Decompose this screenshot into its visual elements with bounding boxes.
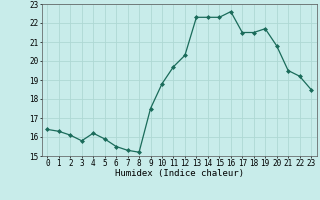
X-axis label: Humidex (Indice chaleur): Humidex (Indice chaleur) — [115, 169, 244, 178]
